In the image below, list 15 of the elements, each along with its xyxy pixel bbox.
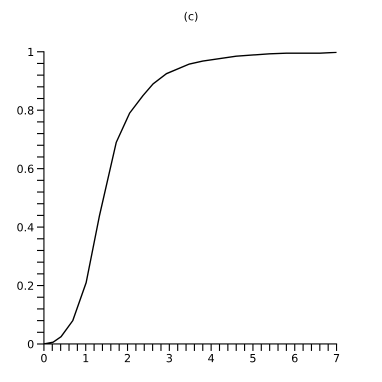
- x-tick-label: 2: [124, 354, 130, 362]
- x-tick-label: 7: [334, 354, 340, 362]
- y-tick-label: 0.6: [17, 164, 34, 174]
- x-tick-label: 5: [250, 354, 256, 362]
- y-tick-label: 1: [28, 48, 34, 56]
- x-tick-label: 3: [166, 354, 172, 362]
- y-tick-label: 0.2: [17, 282, 34, 290]
- x-tick-label: 6: [292, 354, 298, 362]
- x-tick-label: 4: [208, 354, 214, 362]
- y-tick-label: 0.8: [17, 106, 34, 115]
- y-tick-label: 0: [28, 340, 34, 348]
- x-tick-label: 1: [83, 354, 88, 362]
- chart-title: (c): [184, 12, 198, 22]
- y-tick-label: 0.4: [17, 223, 34, 232]
- x-tick-label: 0: [41, 354, 47, 362]
